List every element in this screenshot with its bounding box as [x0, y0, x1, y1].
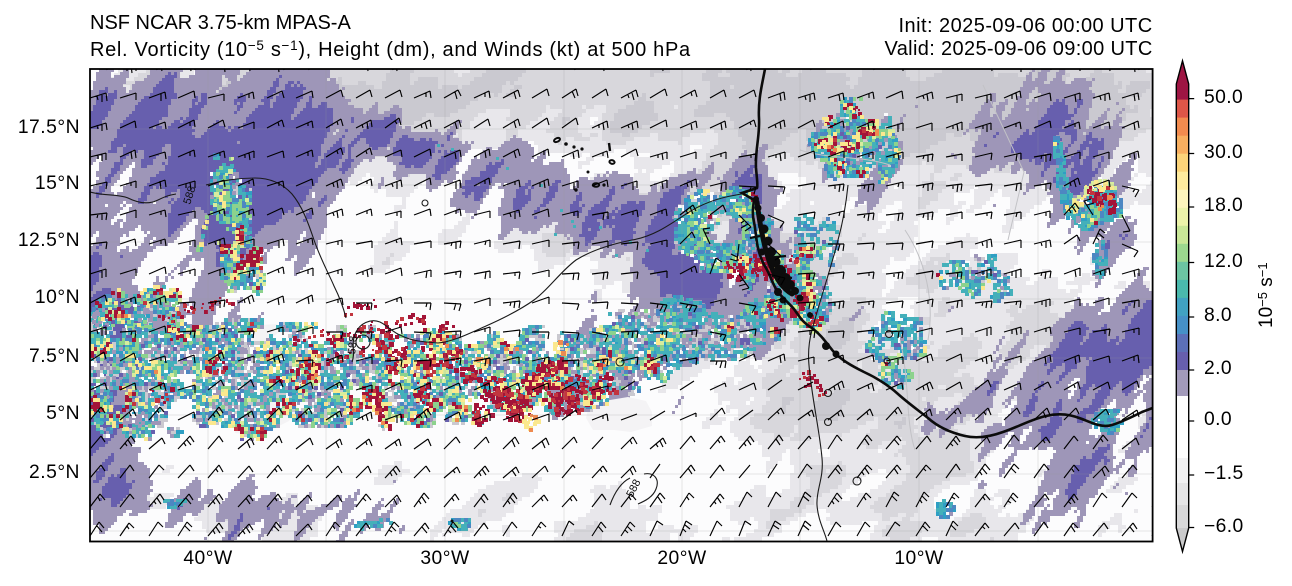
svg-text:588: 588: [181, 185, 198, 206]
svg-text:588: 588: [346, 335, 360, 354]
